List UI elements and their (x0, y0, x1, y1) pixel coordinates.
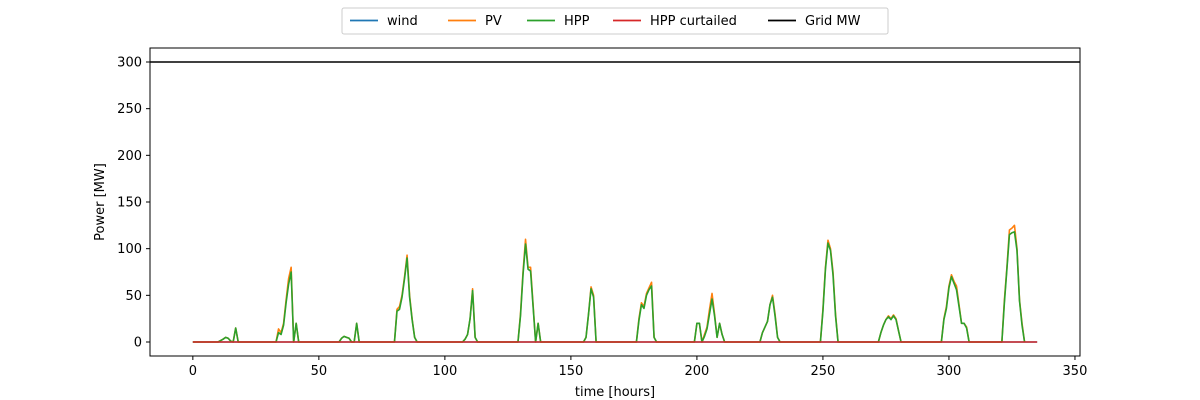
y-tick-label: 200 (117, 149, 142, 164)
plot-lines (150, 61, 1080, 343)
y-tick-label: 50 (125, 289, 142, 304)
series-line-pv (192, 224, 1026, 343)
legend-entry: HPP curtailed (650, 14, 737, 29)
x-tick-label: 250 (811, 364, 836, 379)
x-axis-ticks: 0 50 100 150 200 250 300 350 (189, 356, 1088, 379)
y-tick-label: 250 (117, 102, 142, 117)
plot-frame (149, 47, 1081, 357)
x-tick-label: 350 (1063, 364, 1088, 379)
y-tick-label: 0 (134, 336, 142, 351)
y-axis-label: Power [MW] (93, 163, 108, 241)
x-axis-label: time [hours] (575, 385, 655, 400)
series-line-hpp (192, 231, 1026, 343)
x-tick-label: 300 (937, 364, 962, 379)
legend-entry: Grid MW (805, 14, 861, 29)
x-tick-label: 200 (684, 364, 709, 379)
legend-entry: PV (485, 14, 502, 29)
legend-entry: wind (387, 14, 418, 29)
y-tick-label: 150 (117, 196, 142, 211)
x-tick-label: 100 (432, 364, 457, 379)
x-tick-label: 150 (558, 364, 583, 379)
legend-entry: HPP (564, 14, 590, 29)
y-axis-ticks: 0 50 100 150 200 250 300 (117, 56, 150, 351)
y-tick-label: 300 (117, 56, 142, 71)
x-tick-label: 0 (189, 364, 197, 379)
x-tick-label: 50 (311, 364, 328, 379)
y-tick-label: 100 (117, 242, 142, 257)
legend: wind PV HPP HPP curtailed Grid MW (341, 7, 889, 35)
